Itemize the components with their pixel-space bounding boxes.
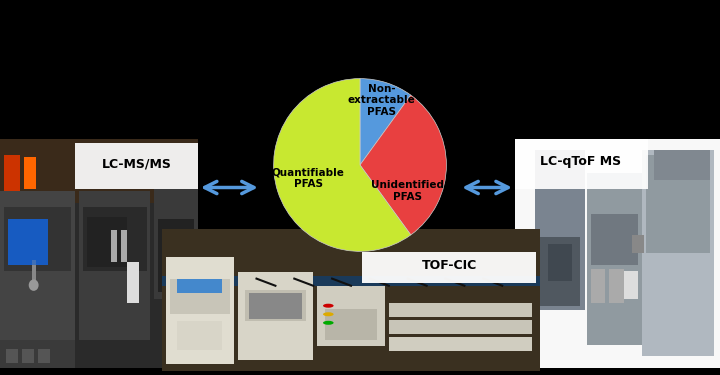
Bar bbox=[249, 293, 302, 318]
Bar bbox=[4, 155, 20, 196]
Text: Quantifiable
PFAS: Quantifiable PFAS bbox=[271, 167, 345, 189]
Bar bbox=[362, 252, 536, 283]
Bar bbox=[587, 173, 642, 345]
Bar bbox=[389, 320, 532, 334]
Circle shape bbox=[323, 304, 333, 308]
Bar bbox=[8, 219, 48, 265]
Text: Unidentified
PFAS: Unidentified PFAS bbox=[371, 180, 444, 202]
Bar bbox=[590, 269, 605, 303]
Bar bbox=[389, 303, 532, 317]
Bar bbox=[24, 157, 36, 189]
Bar bbox=[646, 155, 710, 253]
Text: LC-qToF MS: LC-qToF MS bbox=[540, 155, 621, 168]
Bar bbox=[539, 237, 580, 306]
Bar bbox=[84, 207, 147, 272]
Bar bbox=[0, 139, 198, 203]
Text: TOF-CIC: TOF-CIC bbox=[422, 259, 477, 272]
Bar bbox=[609, 269, 624, 303]
Bar bbox=[535, 150, 585, 310]
Bar bbox=[325, 309, 377, 340]
Bar bbox=[162, 276, 540, 286]
Bar bbox=[111, 230, 117, 262]
Bar bbox=[22, 349, 34, 363]
Bar bbox=[6, 349, 18, 363]
Bar bbox=[76, 143, 198, 189]
Bar bbox=[245, 290, 305, 321]
Bar bbox=[0, 340, 76, 368]
Circle shape bbox=[323, 321, 333, 325]
Bar bbox=[177, 321, 222, 350]
Bar bbox=[515, 139, 648, 189]
Bar bbox=[317, 286, 385, 346]
Bar bbox=[238, 272, 313, 360]
Bar bbox=[166, 257, 234, 364]
Wedge shape bbox=[274, 79, 411, 251]
Bar bbox=[79, 191, 150, 340]
Bar bbox=[37, 349, 50, 363]
Bar bbox=[121, 230, 127, 262]
Text: Non-
extractable
PFAS: Non- extractable PFAS bbox=[348, 84, 415, 117]
Bar bbox=[32, 260, 36, 283]
Bar bbox=[548, 244, 572, 280]
Bar bbox=[613, 272, 638, 299]
Circle shape bbox=[29, 279, 39, 291]
Bar bbox=[4, 207, 71, 272]
Bar bbox=[170, 279, 230, 314]
Bar bbox=[539, 237, 580, 306]
Wedge shape bbox=[360, 95, 446, 235]
Bar bbox=[158, 219, 194, 292]
Wedge shape bbox=[360, 79, 411, 165]
Bar bbox=[389, 337, 532, 351]
Bar bbox=[87, 216, 127, 267]
Bar bbox=[631, 235, 644, 253]
Bar bbox=[127, 262, 139, 303]
Circle shape bbox=[323, 312, 333, 316]
Bar bbox=[548, 244, 572, 280]
Bar bbox=[654, 150, 710, 180]
Bar bbox=[8, 219, 48, 265]
Bar bbox=[177, 279, 222, 293]
Text: LC-MS/MS: LC-MS/MS bbox=[102, 158, 171, 170]
Bar bbox=[155, 189, 198, 299]
Bar bbox=[590, 214, 638, 265]
Bar bbox=[642, 150, 714, 356]
Bar bbox=[0, 191, 76, 340]
